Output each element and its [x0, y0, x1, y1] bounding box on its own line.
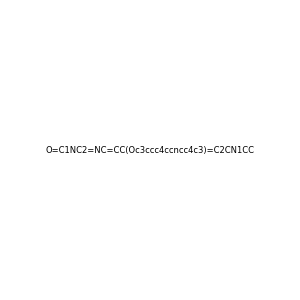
- Text: O=C1NC2=NC=CC(Oc3ccc4ccncc4c3)=C2CN1CC: O=C1NC2=NC=CC(Oc3ccc4ccncc4c3)=C2CN1CC: [46, 146, 254, 154]
